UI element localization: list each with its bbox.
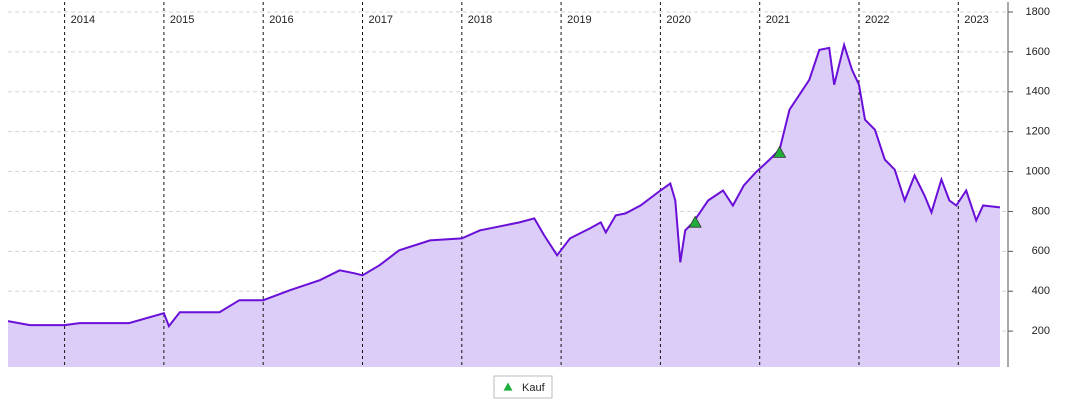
buy-marker [772, 145, 787, 158]
y-tick-label: 1400 [1026, 86, 1050, 98]
x-tick-label: 2023 [964, 14, 988, 26]
y-tick-label: 600 [1032, 245, 1050, 257]
x-tick-label: 2021 [766, 14, 790, 26]
x-tick-label: 2014 [71, 14, 95, 26]
y-tick-label: 1800 [1026, 6, 1050, 18]
buy-marker [688, 215, 702, 228]
legend-label: Kauf [522, 382, 546, 394]
x-tick-label: 2020 [666, 14, 690, 26]
y-tick-label: 1600 [1026, 46, 1050, 58]
y-tick-label: 1200 [1026, 126, 1050, 138]
y-tick-label: 1000 [1026, 165, 1050, 177]
y-tick-label: 400 [1032, 285, 1050, 297]
y-tick-label: 200 [1032, 325, 1050, 337]
legend-symbol [503, 382, 513, 391]
x-tick-label: 2016 [269, 14, 293, 26]
y-tick-label: 800 [1032, 205, 1050, 217]
price-line [7, 41, 1001, 329]
x-tick-label: 2019 [567, 14, 591, 26]
x-tick-label: 2017 [368, 14, 392, 26]
legend-box [493, 375, 553, 399]
area-fill [8, 44, 1000, 368]
x-tick-label: 2018 [468, 14, 492, 26]
x-tick-label: 2015 [170, 14, 194, 26]
x-tick-label: 2022 [865, 14, 889, 26]
